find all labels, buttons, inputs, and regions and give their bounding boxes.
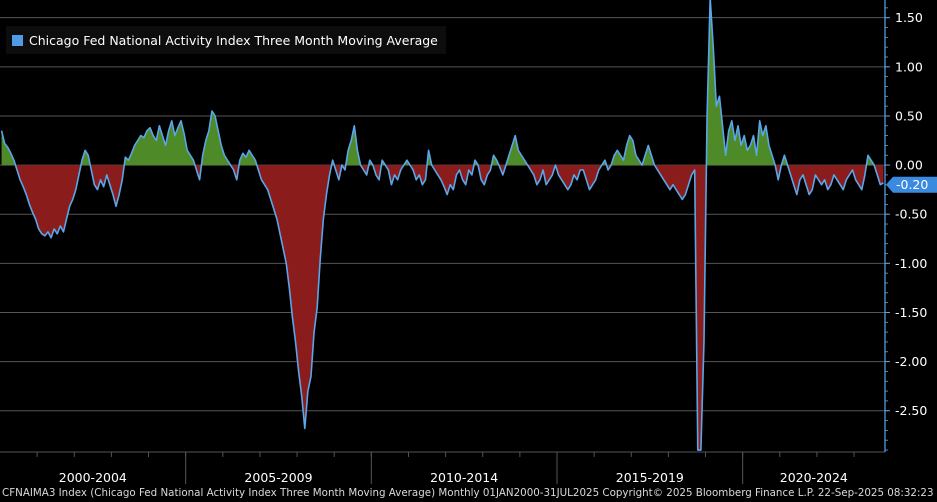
- x-tick-label: 2005-2009: [244, 470, 312, 484]
- y-axis: 1.50 1.00 0.50 0.00 -0.50 -1.00 -1.50 -2.00 -2.5…: [884, 0, 937, 452]
- x-tick-label: 2015-2019: [616, 470, 684, 484]
- area-positive: [345, 125, 361, 166]
- area-positive: [124, 120, 195, 166]
- footer-source-text: CFNAIMA3 Index (Chicago Fed National Act…: [0, 484, 937, 502]
- y-tick-label: -1.50: [895, 305, 927, 320]
- chart: 2000-2004 2005-2009 2010-2014 2015-2019 2020…: [0, 0, 937, 484]
- y-tick-label: -2.50: [895, 403, 927, 418]
- series-line: [0, 0, 884, 451]
- area-fills: [1, 0, 884, 451]
- y-tick-label: -2.00: [895, 354, 927, 369]
- last-value-tag: [886, 176, 937, 193]
- y-tick-label: 1.50: [895, 10, 923, 25]
- series-line-group: [0, 0, 884, 451]
- legend-label: Chicago Fed National Activity Index Thre…: [29, 32, 438, 48]
- grid-lines: [0, 17, 885, 412]
- y-tick-label: -1.00: [895, 256, 927, 271]
- area-positive: [239, 150, 257, 166]
- legend: Chicago Fed National Activity Index Thre…: [6, 26, 446, 54]
- area-negative: [555, 165, 602, 190]
- area-negative: [256, 165, 332, 429]
- area-positive: [706, 0, 776, 166]
- y-tick-label: 1.00: [895, 59, 923, 74]
- area-negative: [654, 165, 707, 451]
- y-tick-label: 0.00: [895, 158, 923, 173]
- y-tick-label: 0.50: [895, 108, 923, 123]
- last-value-label: -0.20: [896, 177, 928, 192]
- x-tick-label: 2000-2004: [59, 470, 127, 484]
- area-positive: [80, 150, 91, 166]
- legend-swatch: [12, 34, 23, 46]
- x-axis: 2000-2004 2005-2009 2010-2014 2015-2019 2020…: [0, 451, 885, 484]
- area-positive: [611, 135, 655, 166]
- area-positive: [201, 111, 231, 166]
- area-negative: [90, 165, 125, 207]
- x-tick-label: 2020-2024: [780, 470, 848, 484]
- y-tick-label: -0.50: [895, 207, 927, 222]
- area-negative: [15, 165, 81, 238]
- x-tick-label: 2010-2014: [430, 470, 498, 484]
- area-negative: [431, 165, 474, 195]
